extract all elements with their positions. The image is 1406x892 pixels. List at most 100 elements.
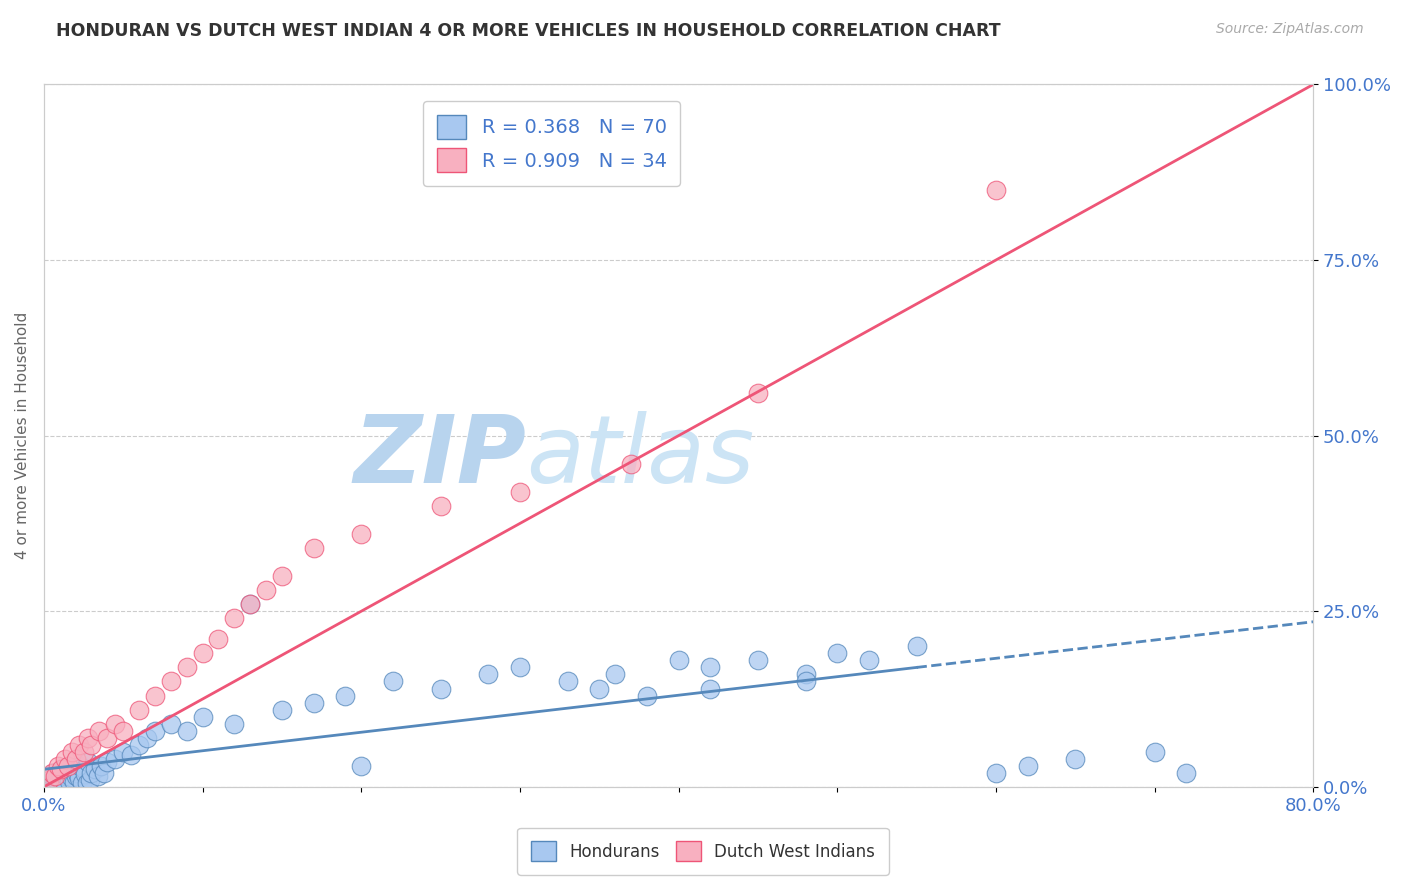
Point: [79, 772, 101, 787]
Point: [794, 667, 817, 681]
Point: [509, 484, 531, 499]
Point: [429, 681, 451, 696]
Point: [51, 772, 73, 787]
Point: [55, 769, 77, 783]
Point: [62, 760, 84, 774]
Point: [41, 765, 63, 780]
Point: [44, 774, 66, 789]
Point: [239, 597, 262, 611]
Point: [191, 646, 214, 660]
Point: [93, 765, 115, 780]
Text: HONDURAN VS DUTCH WEST INDIAN 4 OR MORE VEHICLES IN HOUSEHOLD CORRELATION CHART: HONDURAN VS DUTCH WEST INDIAN 4 OR MORE …: [56, 22, 1001, 40]
Text: ZIP: ZIP: [353, 410, 526, 503]
Point: [65, 752, 87, 766]
Point: [75, 767, 97, 781]
Point: [63, 775, 86, 789]
Point: [96, 731, 118, 745]
Point: [381, 674, 404, 689]
Point: [858, 653, 880, 667]
Point: [45, 772, 67, 786]
Point: [335, 689, 357, 703]
Point: [699, 660, 721, 674]
Point: [69, 758, 91, 772]
Point: [112, 745, 135, 759]
Point: [52, 762, 75, 776]
Point: [128, 702, 150, 716]
Y-axis label: 4 or more Vehicles in Household: 4 or more Vehicles in Household: [15, 312, 30, 559]
Point: [429, 499, 451, 513]
Point: [557, 674, 579, 689]
Point: [51, 762, 73, 776]
Point: [302, 541, 325, 555]
Point: [83, 762, 105, 776]
Point: [44, 769, 66, 783]
Point: [38, 772, 60, 787]
Point: [224, 716, 246, 731]
Point: [67, 738, 90, 752]
Point: [70, 776, 93, 790]
Point: [90, 758, 112, 772]
Point: [49, 767, 72, 781]
Point: [636, 689, 658, 703]
Point: [1064, 752, 1087, 766]
Point: [38, 772, 60, 787]
Point: [128, 738, 150, 752]
Point: [104, 752, 127, 766]
Point: [80, 765, 103, 780]
Point: [239, 597, 262, 611]
Point: [39, 776, 62, 790]
Point: [176, 723, 198, 738]
Point: [207, 632, 229, 647]
Point: [668, 653, 690, 667]
Point: [254, 583, 277, 598]
Point: [270, 702, 292, 716]
Legend: R = 0.368   N = 70, R = 0.909   N = 34: R = 0.368 N = 70, R = 0.909 N = 34: [423, 101, 681, 186]
Point: [1143, 745, 1166, 759]
Point: [42, 765, 65, 780]
Point: [794, 674, 817, 689]
Point: [159, 674, 181, 689]
Point: [905, 640, 928, 654]
Point: [77, 731, 100, 745]
Point: [825, 646, 848, 660]
Point: [104, 716, 127, 731]
Point: [87, 769, 110, 783]
Point: [1175, 765, 1198, 780]
Point: [350, 527, 373, 541]
Point: [41, 769, 63, 783]
Point: [46, 758, 69, 772]
Point: [302, 696, 325, 710]
Point: [112, 723, 135, 738]
Legend: Hondurans, Dutch West Indians: Hondurans, Dutch West Indians: [517, 828, 889, 875]
Text: atlas: atlas: [526, 411, 755, 502]
Point: [80, 738, 103, 752]
Point: [56, 764, 79, 779]
Point: [67, 772, 90, 786]
Point: [89, 723, 111, 738]
Point: [984, 183, 1007, 197]
Point: [120, 748, 142, 763]
Point: [62, 745, 84, 759]
Point: [224, 611, 246, 625]
Point: [747, 653, 769, 667]
Point: [191, 709, 214, 723]
Point: [588, 681, 610, 696]
Point: [699, 681, 721, 696]
Point: [176, 660, 198, 674]
Point: [143, 689, 166, 703]
Point: [72, 762, 94, 776]
Point: [76, 775, 98, 789]
Point: [603, 667, 626, 681]
Point: [747, 386, 769, 401]
Point: [1017, 758, 1039, 772]
Point: [53, 752, 76, 766]
Point: [270, 569, 292, 583]
Point: [58, 773, 80, 788]
Point: [56, 758, 79, 772]
Point: [143, 723, 166, 738]
Point: [66, 765, 89, 780]
Point: [477, 667, 499, 681]
Point: [53, 777, 76, 791]
Point: [72, 745, 94, 759]
Text: Source: ZipAtlas.com: Source: ZipAtlas.com: [1216, 22, 1364, 37]
